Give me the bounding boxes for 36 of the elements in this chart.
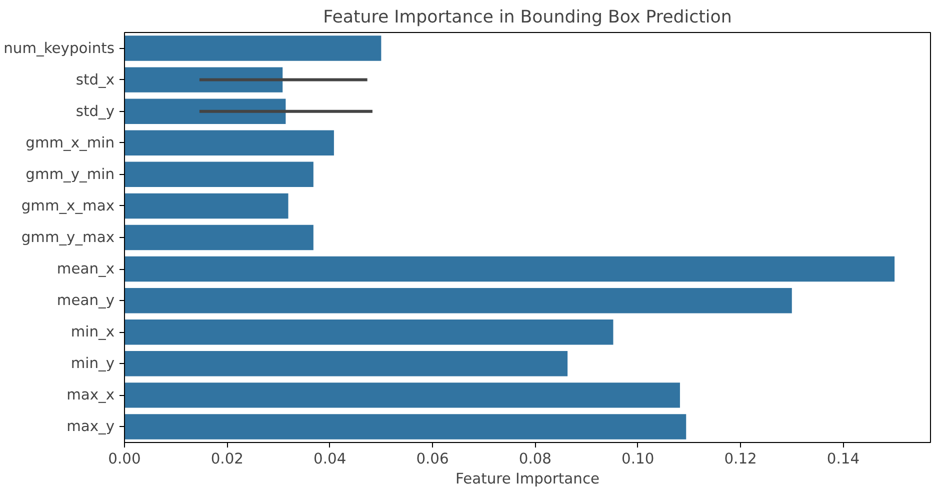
bar bbox=[124, 414, 686, 440]
bar bbox=[124, 130, 334, 156]
x-tick-label: 0.10 bbox=[622, 450, 654, 468]
y-tick-label: gmm_y_max bbox=[21, 229, 115, 246]
x-axis-title: Feature Importance bbox=[455, 470, 600, 488]
y-tick-label: std_y bbox=[76, 102, 115, 120]
bar bbox=[124, 193, 288, 219]
bar bbox=[124, 288, 792, 314]
x-tick-label: 0.04 bbox=[314, 450, 346, 468]
bar bbox=[124, 224, 314, 250]
chart-title: Feature Importance in Bounding Box Prediction bbox=[323, 8, 732, 28]
x-tick-label: 0.08 bbox=[518, 450, 552, 468]
bar bbox=[124, 320, 614, 345]
y-tick-label: std_x bbox=[76, 71, 115, 88]
bar bbox=[124, 36, 382, 61]
y-tick-label: max_x bbox=[66, 386, 115, 404]
bar bbox=[124, 256, 895, 282]
bar bbox=[124, 382, 680, 408]
y-tick-label: num_keypoints bbox=[4, 40, 115, 57]
x-tick-label: 0.00 bbox=[108, 450, 141, 468]
bar bbox=[124, 162, 314, 188]
y-tick-label: gmm_x_max bbox=[21, 197, 115, 214]
bar bbox=[124, 351, 568, 376]
y-tick-label: gmm_x_min bbox=[26, 134, 115, 152]
bar bbox=[124, 67, 283, 92]
y-tick-label: mean_x bbox=[56, 260, 115, 278]
x-tick-label: 0.02 bbox=[210, 450, 244, 468]
y-tick-label: mean_y bbox=[56, 292, 115, 310]
y-tick-label: gmm_y_min bbox=[26, 166, 115, 183]
y-tick-label: max_y bbox=[66, 418, 115, 436]
x-tick-label: 0.12 bbox=[724, 450, 757, 468]
y-tick-label: min_y bbox=[70, 355, 115, 372]
bar bbox=[124, 98, 286, 124]
y-tick-label: min_x bbox=[70, 324, 115, 341]
x-tick-label: 0.14 bbox=[826, 450, 860, 468]
x-tick-label: 0.06 bbox=[416, 450, 449, 468]
